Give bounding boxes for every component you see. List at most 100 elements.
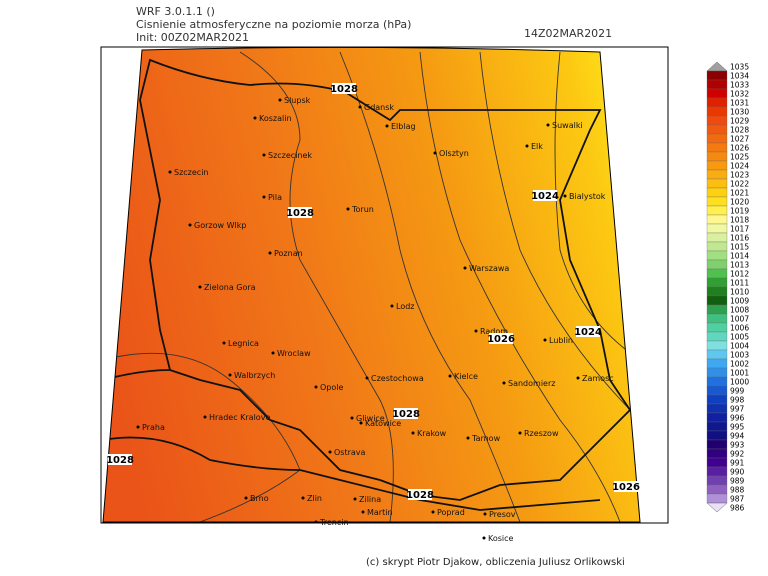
colorbar-label: 995 [730,423,745,432]
city-label: Kielce [454,372,478,381]
colorbar-label: 1010 [730,288,749,297]
city-dot [576,376,580,380]
colorbar-label: 1011 [730,279,749,288]
colorbar-label: 1030 [730,108,749,117]
city-dot [314,520,318,524]
city-dot [525,144,529,148]
city-dot [228,373,232,377]
isobar-label-bg [332,83,356,94]
city-dot [168,170,172,174]
colorbar-swatch [706,466,728,477]
colorbar-label: 1016 [730,234,749,243]
city-dot [385,124,389,128]
city-label: Brno [250,494,269,503]
colorbar-label: 1022 [730,180,749,189]
city-label: Krakow [417,429,447,438]
colorbar-swatch [706,295,728,306]
colorbar-label: 1009 [730,297,749,306]
city-label: Torun [351,205,374,214]
city-dot [262,195,266,199]
city-label: Lodz [396,302,415,311]
city-dot [136,425,140,429]
city-label: Hradec Kralove [209,413,270,422]
isobar [419,51,621,523]
colorbar-swatch [706,205,728,216]
colorbar-swatch [706,259,728,270]
city-dot [466,436,470,440]
colorbar-swatch [706,88,728,99]
colorbar-swatch [706,241,728,252]
colorbar-swatch [706,439,728,450]
city-label: Koszalin [259,114,292,123]
colorbar-swatch [706,70,728,81]
colorbar-label: 987 [730,495,745,504]
city-dot [268,251,272,255]
city-label: Legnica [228,339,259,348]
colorbar-swatch [706,61,728,72]
city-dot [262,153,266,157]
colorbar-swatch [706,196,728,207]
colorbar-swatch [706,448,728,459]
colorbar-label: 1029 [730,117,749,126]
city-label: Sandomierz [508,379,555,388]
colorbar-swatch [706,484,728,495]
colorbar-label: 989 [730,477,745,486]
city-dot [411,431,415,435]
city-dot [448,374,452,378]
city-label: Martin [367,508,393,517]
city-label: Lublin [549,336,573,345]
isobar [239,51,394,523]
colorbar-label: 1006 [730,324,749,333]
city-label: Zilina [359,495,381,504]
city-dot [361,510,365,514]
colorbar-swatch [706,367,728,378]
city-label: Katowice [365,419,401,428]
isobar [339,51,521,523]
city-label: Opole [320,383,343,392]
city-dot [350,416,354,420]
colorbar-label: 1025 [730,153,749,162]
isobar-label-bg [576,326,600,337]
city-dot [518,431,522,435]
city-label: Szczecin [174,168,209,177]
country-border [103,436,601,511]
isobar-label: 1024 [574,327,602,338]
colorbar-label: 1020 [730,198,749,207]
colorbar-label: 1031 [730,99,749,108]
city-label: Szczecinek [268,151,312,160]
colorbar-swatch [706,250,728,261]
colorbar-label: 1034 [730,72,749,81]
colorbar-swatch [706,151,728,162]
country-border [139,58,632,501]
colorbar-label: 1013 [730,261,749,270]
colorbar-swatch [706,106,728,117]
city-label: Gliwice [356,414,385,423]
city-label: Gorzow Wlkp [194,221,246,230]
colorbar-label: 1024 [730,162,749,171]
city-label: Wroclaw [277,349,311,358]
isobar-label: 1026 [612,482,640,493]
city-label: Tarnow [471,434,501,443]
city-dot [353,497,357,501]
valid-time: 14Z02MAR2021 [524,27,612,40]
colorbar-swatch [706,187,728,198]
colorbar-swatch [706,79,728,90]
isobar-label-bg [408,489,432,500]
colorbar-label: 1008 [730,306,749,315]
colorbar-swatch [706,322,728,333]
city-label: Bialystok [569,192,606,201]
isobar-label-bg [288,207,312,218]
city-label: Slupsk [284,96,311,105]
colorbar-swatch [706,358,728,369]
colorbar-label: 1035 [730,63,749,72]
colorbar-swatch [706,178,728,189]
colorbar-swatch [706,223,728,234]
colorbar-swatch [706,277,728,288]
city-dot [502,381,506,385]
city-dot [365,376,369,380]
domain-outline [102,46,641,523]
city-dot [433,151,437,155]
city-label: Poprad [437,508,465,517]
colorbar-swatch [706,394,728,405]
